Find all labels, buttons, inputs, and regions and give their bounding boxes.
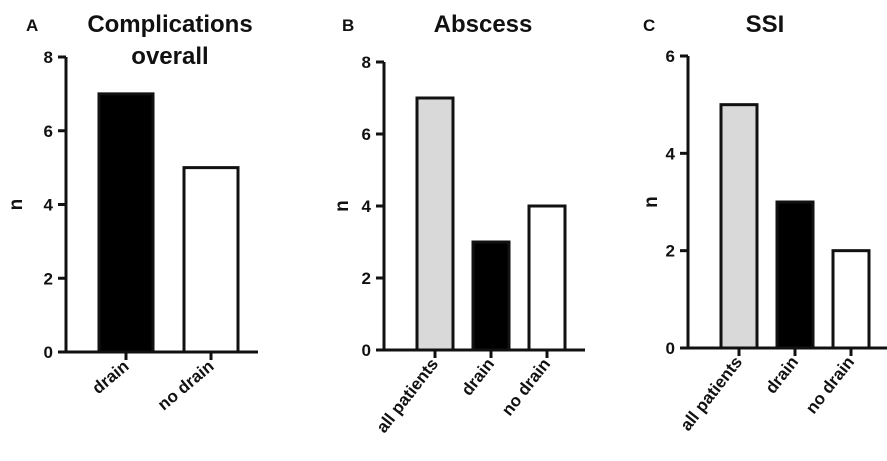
category-label: drain	[762, 353, 803, 397]
bar-all-patients	[719, 103, 759, 350]
panel-letter: C	[643, 16, 655, 35]
category-label: all patients	[373, 355, 443, 437]
chart-title: overall	[131, 43, 208, 70]
category-label: no drain	[498, 355, 554, 420]
y-tick-label: 6	[44, 122, 53, 141]
y-tick-label: 0	[362, 341, 371, 360]
category-label: drain	[89, 357, 133, 398]
panel-c: C SSI n 0 2 4 6 all patients drain no drain	[641, 11, 887, 434]
y-tick-label: 6	[666, 47, 675, 66]
category-label: drain	[458, 355, 499, 399]
category-label: all patients	[677, 353, 747, 435]
y-tick-label: 4	[362, 197, 372, 216]
y-tick-label: 2	[666, 242, 675, 261]
bar-all-patients	[415, 96, 455, 352]
y-tick-label: 2	[44, 269, 53, 288]
bar-no-drain	[831, 249, 871, 350]
y-tick-label: 8	[362, 53, 371, 72]
bar-no-drain	[182, 166, 240, 354]
bar-drain	[775, 200, 815, 350]
bar-no-drain	[527, 204, 567, 352]
y-axis-label: n	[641, 196, 662, 208]
panel-b: B Abscess n 0 2 4 6 8 all patients drain no drain	[332, 11, 585, 436]
y-tick-label: 8	[44, 48, 53, 67]
y-tick-label: 6	[362, 125, 371, 144]
panel-letter: B	[342, 16, 354, 35]
category-label: no drain	[802, 353, 858, 418]
y-tick-label: 0	[666, 339, 675, 358]
y-tick-label: 4	[666, 144, 676, 163]
y-tick-label: 4	[44, 196, 54, 215]
panel-letter: A	[26, 16, 38, 35]
category-label: no drain	[154, 357, 218, 415]
y-tick-label: 0	[44, 343, 53, 362]
y-axis-label: n	[332, 200, 353, 212]
chart-title: SSI	[746, 11, 785, 38]
y-tick-label: 2	[362, 269, 371, 288]
bar-drain	[471, 240, 511, 352]
bar-drain	[97, 92, 155, 354]
chart-title: Abscess	[434, 11, 533, 38]
y-axis-label: n	[6, 199, 27, 211]
panel-a: A Complications overall n 0 2 4 6 8 drain no drain	[6, 11, 258, 414]
chart-title: Complications	[87, 11, 252, 38]
